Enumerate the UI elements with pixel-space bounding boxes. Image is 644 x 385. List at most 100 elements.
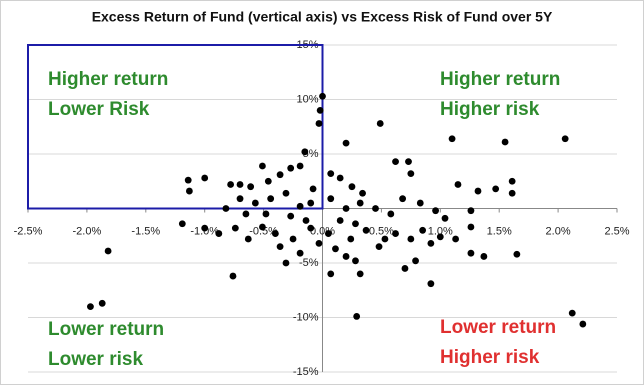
point [201, 224, 209, 232]
point [508, 177, 516, 185]
point [342, 139, 350, 147]
highlight-box [27, 44, 324, 210]
point [454, 181, 462, 188]
point [342, 205, 350, 212]
x-tick-label: -2.5% [14, 225, 43, 237]
point [375, 243, 383, 251]
point [296, 249, 304, 257]
x-tick-label: 2.0% [546, 225, 571, 237]
point [467, 223, 475, 231]
point [407, 235, 415, 243]
point [467, 249, 475, 257]
point [492, 185, 500, 193]
point [307, 199, 315, 207]
point [289, 235, 297, 243]
point [427, 239, 435, 247]
quadrant-note: Lower return [440, 317, 556, 338]
point [441, 214, 449, 222]
point [251, 199, 259, 207]
chart-title: Excess Return of Fund (vertical axis) vs… [92, 9, 553, 25]
point [336, 174, 344, 182]
point [407, 170, 415, 178]
point [259, 223, 266, 231]
point [229, 272, 237, 280]
point [319, 92, 326, 100]
point [448, 135, 456, 143]
point [227, 181, 235, 188]
point [347, 235, 355, 243]
point [452, 235, 460, 243]
point [392, 230, 399, 237]
point [467, 207, 475, 215]
point [568, 309, 576, 317]
point [315, 120, 323, 127]
point [271, 230, 279, 237]
point [416, 199, 424, 207]
x-tick-label: -1.5% [131, 225, 160, 237]
point [362, 226, 370, 234]
point [474, 187, 482, 195]
point [561, 135, 569, 143]
point [381, 235, 389, 243]
point [185, 187, 193, 195]
x-tick-label: -2.0% [73, 225, 102, 237]
point [201, 174, 209, 182]
point [324, 230, 332, 237]
point [508, 189, 516, 197]
point [356, 199, 364, 207]
x-tick-label: 2.5% [604, 225, 629, 237]
point [401, 265, 409, 272]
point [242, 210, 250, 218]
point [480, 253, 488, 260]
point [247, 183, 255, 191]
point [287, 212, 295, 220]
x-tick-label: 1.0% [428, 225, 453, 237]
x-tick-label: 0.5% [369, 225, 394, 237]
quadrant-note: Lower Risk [48, 99, 150, 120]
point [436, 233, 444, 241]
point [427, 280, 435, 288]
point [579, 320, 587, 328]
point [236, 181, 244, 188]
point [262, 210, 270, 218]
point [302, 217, 310, 224]
point [348, 183, 356, 191]
point [419, 226, 427, 234]
point [236, 195, 244, 203]
x-tick-label: -0.5% [249, 225, 278, 237]
point [352, 220, 359, 228]
point [301, 148, 309, 156]
point [327, 170, 335, 178]
quadrant-note: Higher risk [440, 347, 540, 368]
point [184, 176, 192, 184]
quadrant-note: Higher return [440, 69, 560, 90]
point [332, 245, 339, 253]
quadrant-note: Higher risk [440, 99, 540, 120]
point [296, 202, 304, 210]
point [327, 270, 335, 278]
point [231, 224, 239, 232]
point [309, 185, 317, 193]
point [259, 162, 266, 170]
point [376, 120, 384, 127]
x-tick-label: 1.5% [487, 225, 512, 237]
point [98, 299, 106, 307]
point [215, 230, 223, 237]
point [327, 195, 335, 203]
point [352, 257, 359, 265]
point [267, 195, 275, 203]
point [296, 162, 304, 170]
quadrant-note: Lower risk [48, 349, 143, 370]
point [87, 303, 94, 310]
point [356, 270, 364, 278]
point [276, 243, 284, 251]
point [501, 138, 509, 146]
point [342, 253, 350, 260]
point [282, 259, 290, 267]
point [287, 164, 295, 172]
y-tick-label: 10% [296, 93, 318, 105]
point [244, 235, 252, 243]
point [276, 171, 284, 179]
y-tick-label: -5% [299, 257, 319, 269]
